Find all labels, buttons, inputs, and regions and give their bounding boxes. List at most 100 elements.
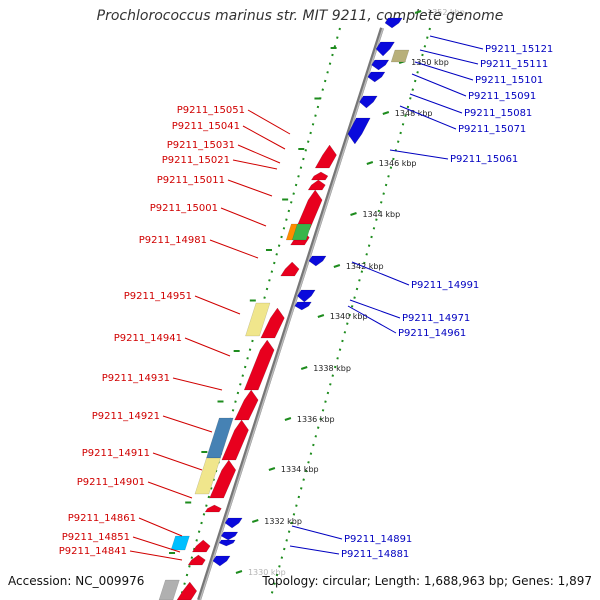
forward-gene-label[interactable]: P9211_14911 [82,448,150,459]
accession-text: Accession: NC_009976 [8,574,145,588]
label-leader-line [132,536,181,553]
forward-gene-label[interactable]: P9211_14901 [77,477,145,488]
label-leader-line [232,159,278,170]
forward-gene-label[interactable]: P9211_15041 [172,121,240,132]
forward-gene-label[interactable]: P9211_14841 [59,546,127,557]
reverse-gene-label[interactable]: P9211_14881 [341,549,409,560]
forward-gene-arrow[interactable] [243,339,275,391]
forward-gene-label[interactable]: P9211_15051 [177,105,245,116]
reverse-gene-label[interactable]: P9211_15071 [458,124,526,135]
label-leader-line [414,61,474,81]
scale-tick [333,264,341,268]
label-leaders [129,35,484,561]
label-leader-line [194,295,241,315]
scale-label: 1334 kbp [281,465,319,474]
scale-ticks: 1352 kbp 1350 kbp 1348 kbp 1346 kbp 1344 kbp… [169,8,465,577]
forward-gene-label[interactable]: P9211_14921 [92,411,160,422]
forward-gene-arrow[interactable] [234,389,259,421]
scale-label: 1336 kbp [297,415,335,424]
scale-tick [235,570,243,574]
reverse-gene-label[interactable]: P9211_15101 [475,75,543,86]
feature-block-green[interactable] [291,223,312,241]
reverse-gene-label[interactable]: P9211_15111 [480,59,548,70]
forward-gene-arrow[interactable] [314,144,337,169]
feature-block-cyan[interactable] [170,535,190,551]
gene-labels: P9211_15051 P9211_15041 P9211_15031 P9211_1… [59,44,554,560]
reverse-gene-arrow[interactable] [218,539,236,547]
label-leader-line [237,144,281,164]
forward-gene-label[interactable]: P9211_15011 [157,175,225,186]
forward-gene-label[interactable]: P9211_15021 [162,155,230,166]
reverse-gene-arrow[interactable] [220,531,239,541]
label-leader-line [227,179,273,197]
label-leader-line [399,105,457,130]
label-leader-line [162,415,213,433]
label-leader-line [129,550,183,561]
reverse-gene-label[interactable]: P9211_14991 [411,280,479,291]
label-leader-line [351,261,410,286]
forward-gene-arrow[interactable] [307,179,326,191]
forward-gene-label[interactable]: P9211_14941 [114,333,182,344]
label-leader-line [138,517,183,537]
reverse-gene-label[interactable]: P9211_15091 [468,91,536,102]
reverse-gene-arrow[interactable] [384,17,403,29]
forward-gene-label[interactable]: P9211_14951 [124,291,192,302]
label-leader-line [349,299,401,319]
reverse-gene-arrow[interactable] [367,71,386,83]
feature-block-olive[interactable] [390,49,410,63]
label-leader-line [184,337,231,357]
label-leader-line [347,305,397,334]
scale-label: 1342 kbp [346,262,384,271]
reverse-gene-arrow[interactable] [308,255,327,267]
feature-block-yellow[interactable] [194,457,221,495]
forward-gene-label[interactable]: P9211_14981 [139,235,207,246]
label-leader-line [242,125,286,150]
label-leader-line [429,35,484,50]
reverse-gene-arrow[interactable] [371,59,390,71]
reverse-gene-label[interactable]: P9211_15121 [485,44,553,55]
label-leader-line [411,73,467,97]
reverse-gene-arrow[interactable] [294,301,312,311]
scale-label: 1350 kbp [411,58,449,67]
forward-gene-arrow[interactable] [280,261,300,277]
reverse-gene-arrow[interactable] [359,95,378,109]
scale-label: 1338 kbp [313,364,351,373]
reverse-gene-arrow[interactable] [212,555,231,567]
reverse-gene-label[interactable]: P9211_14891 [344,534,412,545]
label-leader-line [419,49,479,65]
reverse-gene-label[interactable]: P9211_15061 [450,154,518,165]
forward-gene-arrow[interactable] [191,539,211,553]
forward-gene-label[interactable]: P9211_14861 [68,513,136,524]
label-leader-line [147,481,193,499]
reverse-gene-arrow[interactable] [224,517,243,529]
forward-gene-arrow[interactable] [310,171,329,181]
reverse-gene-label[interactable]: P9211_14961 [398,328,466,339]
forward-gene-arrow[interactable] [187,554,206,566]
scale-tick [268,467,276,471]
reverse-gene-label[interactable]: P9211_15081 [464,108,532,119]
forward-gene-label[interactable]: P9211_14931 [102,373,170,384]
backbone [197,27,384,600]
scale-tick [251,519,259,523]
forward-gene-arrow[interactable] [260,307,285,339]
feature-block-yellow[interactable] [245,302,271,337]
forward-gene-arrow[interactable] [176,581,198,600]
scale-label: 1344 kbp [362,210,400,219]
label-leader-line [152,452,203,471]
scale-tick [300,366,308,370]
scale-label: 1332 kbp [264,517,302,526]
feature-block-gray[interactable] [158,579,180,600]
map-title: Prochlorococcus marinus str. MIT 9211, c… [96,8,504,24]
reverse-gene-label[interactable]: P9211_14971 [402,313,470,324]
forward-gene-label[interactable]: P9211_14851 [62,532,130,543]
label-leader-line [409,93,463,114]
forward-gene-label[interactable]: P9211_15001 [150,203,218,214]
reverse-gene-arrow[interactable] [375,41,395,57]
scale-tick [284,417,292,421]
forward-gene-arrow[interactable] [209,459,237,499]
reverse-gene-arrow[interactable] [347,117,371,145]
forward-gene-arrow[interactable] [204,504,222,513]
reverse-gene-arrow[interactable] [297,289,316,303]
forward-gene-label[interactable]: P9211_15031 [167,140,235,151]
